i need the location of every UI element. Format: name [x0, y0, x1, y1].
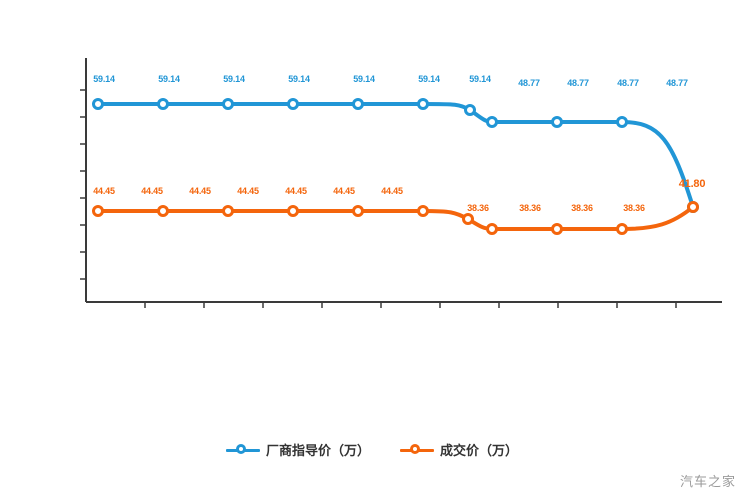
- legend-item-msrp[interactable]: 厂商指导价（万）: [225, 440, 370, 459]
- legend-marker-msrp-icon: [225, 443, 260, 457]
- legend-item-transaction[interactable]: 成交价（万）: [400, 440, 518, 459]
- series-line-msrp: [96, 102, 695, 209]
- series-points-transaction: [92, 201, 699, 235]
- series-line-transaction: [96, 205, 695, 231]
- legend-label-msrp: 厂商指导价（万）: [265, 443, 370, 458]
- y-axis-ticks: [80, 89, 86, 280]
- x-axis-ticks: [144, 302, 677, 308]
- series-points-msrp: [92, 98, 699, 213]
- legend-marker-transaction-icon: [400, 443, 434, 457]
- chart-legend: 厂商指导价（万） 成交价（万）: [0, 440, 744, 459]
- legend-label-transaction: 成交价（万）: [440, 443, 519, 458]
- watermark-autohome: 汽车之家: [679, 475, 736, 490]
